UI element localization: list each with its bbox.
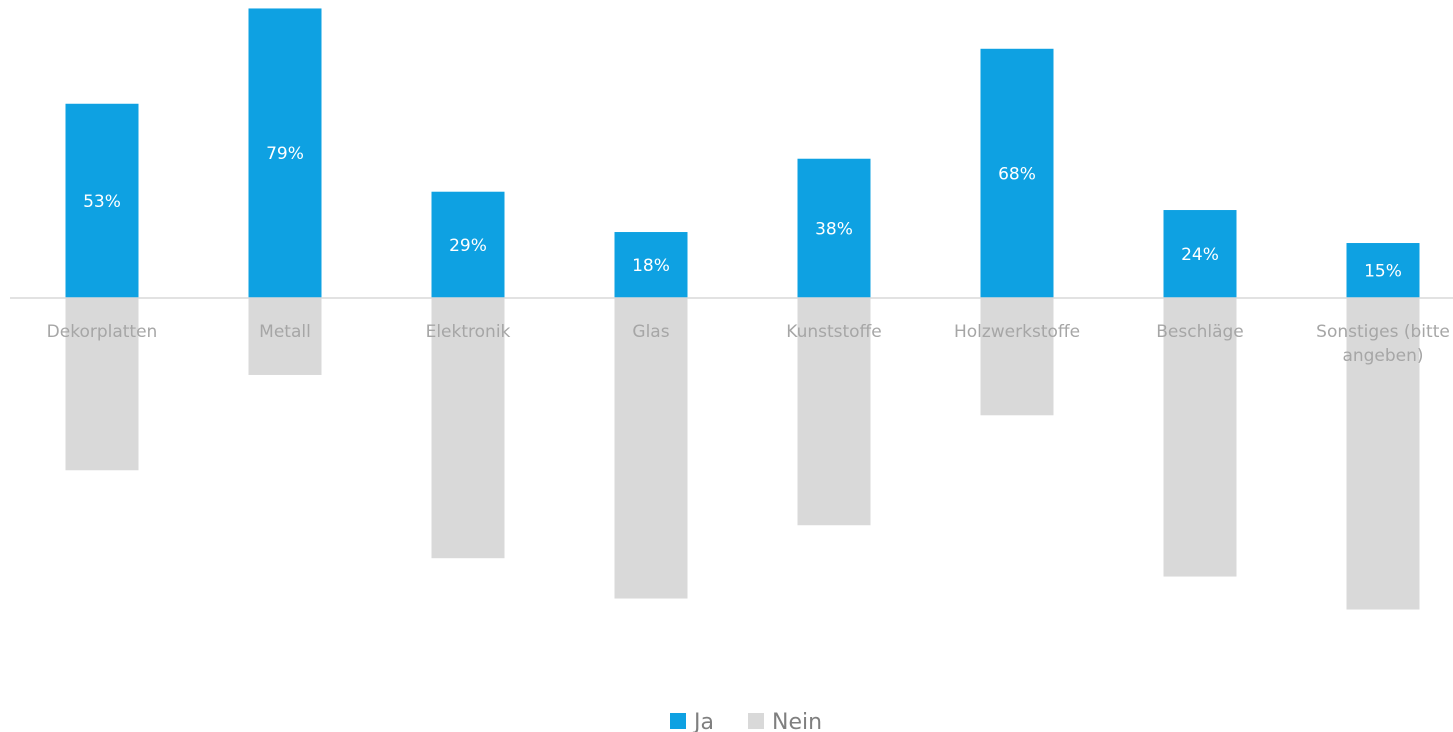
bar-ja (431, 191, 505, 298)
legend-label: Nein (772, 710, 822, 732)
bar-ja (980, 48, 1054, 298)
bar-nein (797, 298, 871, 526)
bar-ja (1346, 243, 1420, 298)
data-label: 38% (815, 219, 853, 239)
bar-nein (980, 298, 1054, 416)
bar-ja (1163, 210, 1237, 298)
category-label: Metall (259, 322, 311, 342)
bar-ja (614, 232, 688, 298)
bar-nein (65, 298, 139, 471)
category-label: Dekorplatten (47, 322, 158, 342)
data-label: 18% (632, 256, 670, 276)
category-label: Sonstiges (bitte (1316, 322, 1450, 342)
bar-nein (614, 298, 688, 599)
bar-ja (248, 8, 322, 299)
bar-ja (797, 158, 871, 298)
bar-nein (1163, 298, 1237, 577)
bar-nein (431, 298, 505, 559)
legend-swatch (748, 713, 764, 729)
legend-label: Ja (692, 710, 714, 732)
data-label: 53% (83, 192, 121, 212)
data-label: 29% (449, 236, 487, 256)
legend-swatch (670, 713, 686, 729)
data-label: 68% (998, 164, 1036, 184)
data-label: 15% (1364, 262, 1402, 282)
category-label: Beschläge (1156, 322, 1244, 342)
category-label: Elektronik (426, 322, 511, 342)
category-label: Kunststoffe (786, 322, 881, 342)
category-label: Holzwerkstoffe (954, 322, 1080, 342)
category-label: Glas (632, 322, 669, 342)
bar-ja (65, 103, 139, 298)
data-label: 24% (1181, 245, 1219, 265)
bar-nein (1346, 298, 1420, 610)
legend-item: Ja (670, 710, 714, 732)
legend-item: Nein (748, 710, 822, 732)
category-label: angeben) (1342, 346, 1423, 366)
data-label: 79% (266, 144, 304, 164)
bar-nein (248, 298, 322, 375)
